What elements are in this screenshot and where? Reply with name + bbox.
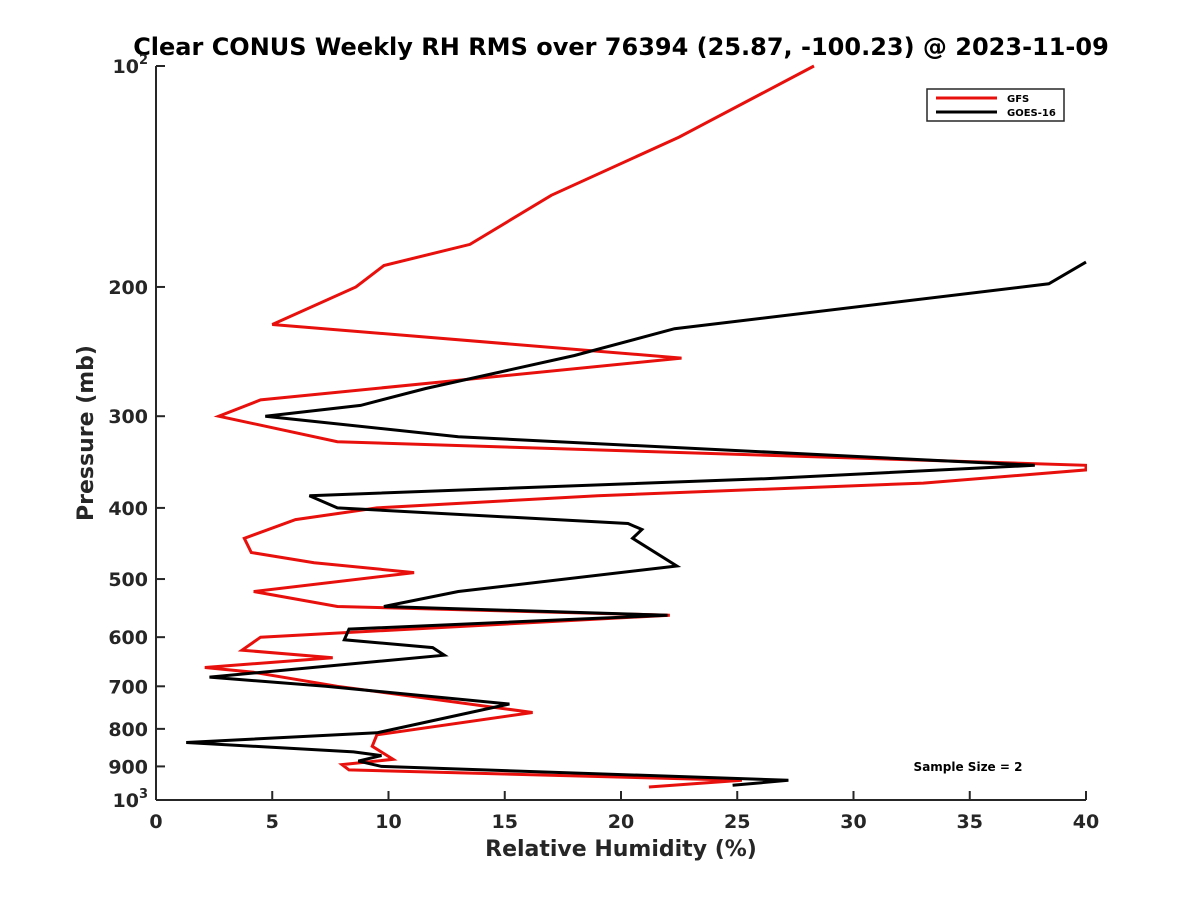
y-tick-label: 600 — [108, 627, 148, 649]
x-tick-label: 35 — [957, 811, 983, 833]
x-tick-label: 25 — [724, 811, 750, 833]
series-line-gfs — [204, 64, 1087, 789]
x-tick-label: 10 — [375, 811, 401, 833]
y-tick-exponent: 3 — [139, 787, 148, 802]
y-tick-label: 200 — [108, 277, 148, 299]
x-tick-label: 15 — [492, 811, 518, 833]
y-tick-label: 700 — [108, 676, 148, 698]
y-tick-label: 400 — [108, 498, 148, 520]
x-tick-label: 5 — [266, 811, 279, 833]
y-tick-exponent: 2 — [139, 53, 148, 68]
y-tick-label: 900 — [108, 756, 148, 778]
x-tick-label: 40 — [1073, 811, 1099, 833]
sample-size-annotation: Sample Size = 2 — [914, 760, 1023, 774]
legend-label-gfs: GFS — [1007, 94, 1029, 105]
x-tick-label: 30 — [840, 811, 866, 833]
plot-background — [156, 66, 1086, 800]
y-tick-label: 800 — [108, 719, 148, 741]
legend: GFS GOES-16 — [926, 88, 1065, 122]
series-layer — [186, 64, 1087, 789]
x-axis-label: Relative Humidity (%) — [485, 837, 757, 862]
legend-label-goes-16: GOES-16 — [1007, 108, 1056, 119]
y-tick-label: 300 — [108, 406, 148, 428]
x-tick-label: 20 — [608, 811, 634, 833]
legend-box — [926, 88, 1065, 122]
x-tick-label: 0 — [149, 811, 162, 833]
chart-title: Clear CONUS Weekly RH RMS over 76394 (25… — [133, 33, 1109, 61]
y-axis-label: Pressure (mb) — [74, 345, 99, 521]
plot-area — [156, 66, 1086, 800]
series-line-goes-16 — [186, 260, 1087, 787]
y-tick-label: 500 — [108, 569, 148, 591]
